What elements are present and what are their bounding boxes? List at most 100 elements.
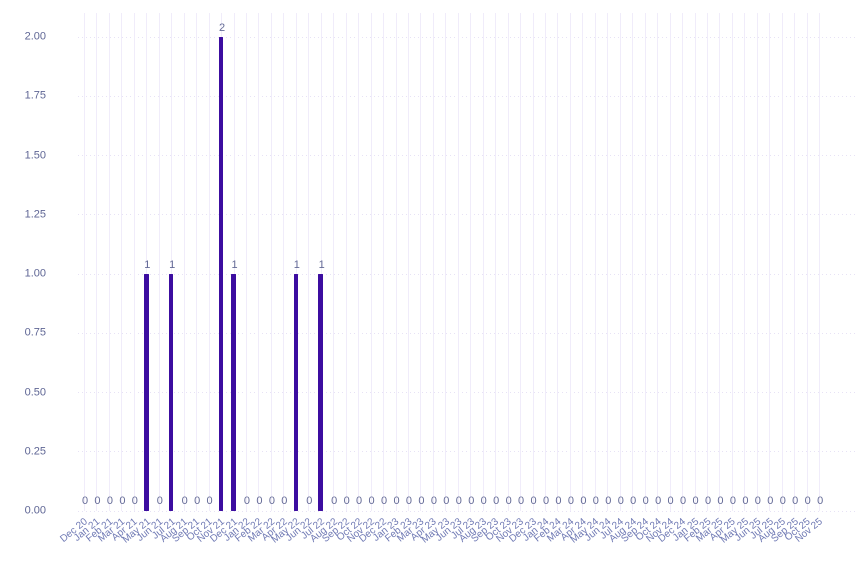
v-gridline bbox=[370, 13, 372, 511]
v-gridline bbox=[420, 13, 422, 511]
value-label: 0 bbox=[268, 495, 275, 507]
y-axis-tick-label: 1.75 bbox=[24, 89, 46, 102]
h-gridline bbox=[78, 332, 855, 334]
y-axis-tick-label: 0.25 bbox=[24, 445, 46, 458]
v-gridline bbox=[669, 13, 671, 511]
value-label: 0 bbox=[792, 495, 799, 507]
v-gridline bbox=[383, 13, 385, 511]
value-label: 0 bbox=[156, 495, 163, 507]
bar[interactable] bbox=[293, 274, 299, 511]
y-axis-tick-label: 0.50 bbox=[24, 386, 46, 398]
v-gridline bbox=[569, 13, 571, 511]
v-gridline bbox=[769, 13, 771, 511]
v-gridline bbox=[582, 13, 584, 511]
value-label: 0 bbox=[194, 495, 201, 507]
value-label: 0 bbox=[530, 495, 537, 507]
value-label: 0 bbox=[630, 495, 637, 507]
value-label: 0 bbox=[81, 495, 89, 507]
value-label: 0 bbox=[717, 495, 724, 507]
value-label: 0 bbox=[418, 495, 425, 507]
v-gridline bbox=[96, 13, 98, 511]
value-label: 0 bbox=[542, 495, 550, 507]
value-label: 0 bbox=[518, 495, 525, 507]
y-axis-tick-label: 0.75 bbox=[24, 326, 46, 339]
value-label: 0 bbox=[368, 495, 375, 507]
value-label: 0 bbox=[106, 495, 113, 507]
v-gridline bbox=[283, 13, 285, 511]
y-axis-tick-label: 1.25 bbox=[24, 208, 46, 221]
value-label: 0 bbox=[642, 495, 649, 507]
bar[interactable] bbox=[218, 37, 224, 511]
value-label: 0 bbox=[393, 495, 400, 507]
v-gridline bbox=[258, 13, 260, 511]
value-label: 0 bbox=[767, 495, 774, 507]
value-label: 0 bbox=[692, 495, 699, 507]
value-label: 1 bbox=[169, 259, 176, 271]
value-label: 0 bbox=[256, 495, 263, 507]
v-gridline bbox=[245, 13, 247, 511]
v-gridline bbox=[482, 13, 484, 511]
v-gridline bbox=[457, 13, 459, 511]
v-gridline bbox=[806, 13, 808, 511]
h-gridline bbox=[78, 273, 855, 275]
v-gridline bbox=[333, 13, 335, 511]
value-label: 0 bbox=[667, 495, 674, 507]
y-axis-tick-label: 0.00 bbox=[24, 504, 46, 517]
bar[interactable] bbox=[318, 274, 323, 511]
v-gridline bbox=[470, 13, 472, 511]
value-label: 0 bbox=[580, 495, 587, 507]
value-label: 1 bbox=[144, 259, 151, 271]
value-label: 2 bbox=[218, 22, 226, 34]
value-label: 0 bbox=[505, 495, 512, 507]
bar[interactable] bbox=[168, 274, 174, 511]
value-label: 0 bbox=[119, 495, 126, 507]
v-gridline bbox=[657, 13, 659, 511]
v-gridline bbox=[707, 13, 708, 511]
h-gridline bbox=[78, 451, 855, 453]
value-label: 0 bbox=[754, 495, 761, 507]
value-label: 0 bbox=[493, 495, 500, 507]
value-label: 0 bbox=[380, 495, 388, 507]
v-gridline bbox=[744, 13, 746, 511]
h-gridline bbox=[78, 36, 855, 38]
v-gridline bbox=[407, 13, 409, 511]
value-label: 0 bbox=[592, 495, 599, 507]
value-label: 0 bbox=[443, 495, 450, 507]
value-label: 0 bbox=[655, 495, 662, 507]
value-label: 0 bbox=[181, 495, 188, 507]
v-gridline bbox=[532, 13, 534, 511]
value-label: 0 bbox=[804, 495, 811, 507]
v-gridline bbox=[133, 13, 135, 511]
v-gridline bbox=[308, 13, 310, 511]
v-gridline bbox=[781, 13, 783, 511]
bar[interactable] bbox=[231, 274, 236, 511]
bar[interactable] bbox=[144, 274, 149, 511]
value-label: 0 bbox=[281, 495, 288, 507]
v-gridline bbox=[495, 13, 497, 511]
v-gridline bbox=[395, 13, 397, 511]
value-label: 0 bbox=[817, 495, 824, 507]
v-gridline bbox=[146, 13, 148, 511]
v-gridline bbox=[171, 13, 173, 511]
value-label: 0 bbox=[94, 495, 101, 507]
v-gridline bbox=[731, 13, 733, 511]
h-gridline bbox=[78, 214, 855, 216]
value-label: 0 bbox=[206, 495, 213, 507]
v-gridline bbox=[819, 13, 821, 511]
v-gridline bbox=[108, 13, 110, 511]
value-label: 0 bbox=[343, 495, 350, 507]
v-gridline bbox=[345, 13, 347, 511]
v-gridline bbox=[520, 13, 522, 511]
y-axis-tick-label: 2.00 bbox=[24, 30, 46, 43]
value-label: 1 bbox=[231, 259, 238, 271]
v-gridline bbox=[694, 13, 696, 511]
value-label: 0 bbox=[468, 495, 475, 507]
v-gridline bbox=[270, 13, 272, 511]
v-gridline bbox=[358, 13, 360, 511]
v-gridline bbox=[794, 13, 796, 511]
v-gridline bbox=[644, 13, 646, 511]
value-label: 0 bbox=[779, 495, 786, 507]
value-label: 0 bbox=[567, 495, 574, 507]
